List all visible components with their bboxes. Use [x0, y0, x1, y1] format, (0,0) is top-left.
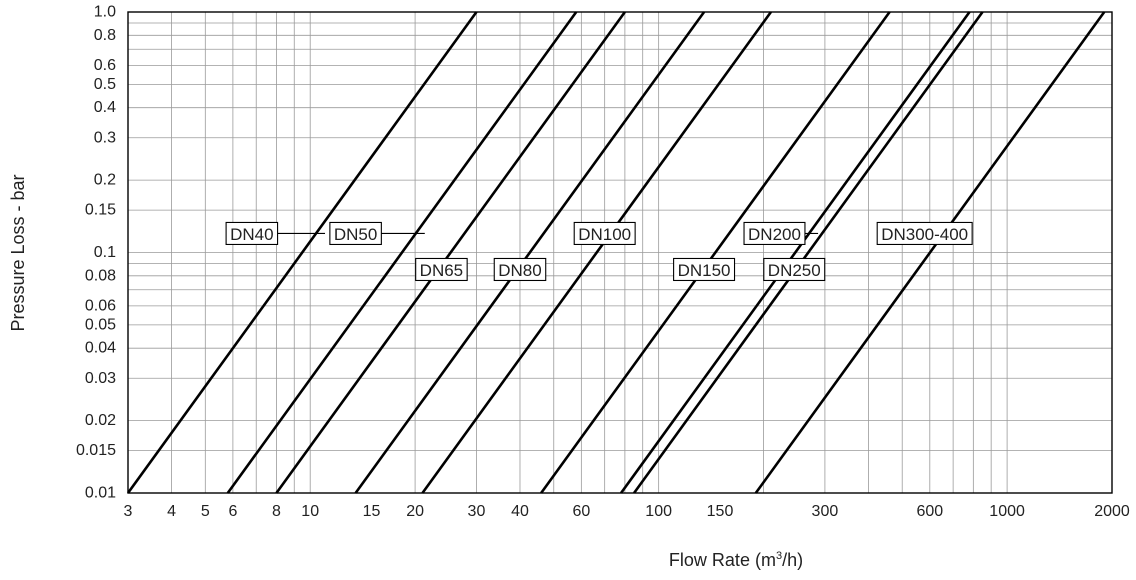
series-label-text: DN250: [768, 261, 821, 280]
x-tick-label: 5: [201, 503, 210, 520]
y-tick-label: 1.0: [94, 4, 116, 21]
y-tick-label: 0.06: [85, 297, 116, 314]
y-axis-label: Pressure Loss - bar: [8, 174, 28, 331]
y-tick-label: 0.15: [85, 202, 116, 219]
series-label-text: DN50: [334, 225, 377, 244]
series-line-dn50: [226, 11, 578, 494]
series-line-dn65: [275, 11, 626, 494]
x-tick-label: 40: [511, 503, 529, 520]
y-tick-label: 0.8: [94, 27, 116, 44]
series-label-dn80: DN80: [493, 257, 547, 282]
series-line-dn40: [126, 11, 478, 494]
series-lines: [126, 11, 1106, 494]
series-label-box: [415, 257, 468, 282]
y-tick-label: 0.015: [76, 442, 116, 459]
x-tick-label: 30: [468, 503, 486, 520]
x-axis-label-main: Flow Rate (m: [669, 550, 776, 570]
series-label-box: [876, 221, 973, 246]
series-line-dn80: [354, 11, 706, 494]
x-axis-label-superscript: 3: [776, 550, 782, 562]
y-tick-label: 0.2: [94, 172, 116, 189]
series-line-dn150: [540, 11, 891, 494]
series-label-box: [573, 221, 636, 246]
series-label-text: DN80: [498, 261, 541, 280]
series-label-dn150: DN150: [673, 257, 736, 282]
series-label-box: [225, 221, 279, 246]
x-axis-label: Flow Rate (m3/h): [669, 550, 803, 570]
series-label-dn40: DN40: [225, 221, 326, 246]
x-tick-label: 100: [645, 503, 672, 520]
x-tick-label: 60: [572, 503, 590, 520]
y-tick-label: 0.3: [94, 129, 116, 146]
y-tick-label: 0.5: [94, 76, 116, 93]
y-tick-label: 0.08: [85, 267, 116, 284]
series-label-text: DN100: [578, 225, 631, 244]
series-label-box: [743, 221, 806, 246]
series-label-text: DN65: [420, 261, 463, 280]
x-tick-label: 1000: [989, 503, 1025, 520]
series-label-dn200: DN200: [743, 221, 819, 246]
series-label-dn65: DN65: [415, 257, 468, 282]
x-tick-label: 150: [707, 503, 734, 520]
y-tick-label: 0.02: [85, 412, 116, 429]
y-tick-label: 0.6: [94, 57, 116, 74]
series-label-dn250: DN250: [763, 257, 826, 282]
x-tick-labels: 3 4 5 6 8 10 15 20 30 40 60 100 150 300 600 1000 2000: [124, 503, 1130, 520]
x-tick-label: 600: [916, 503, 943, 520]
series-label-dn50: DN50: [329, 221, 425, 246]
x-tick-label: 3: [124, 503, 133, 520]
series-label-text: DN40: [230, 225, 273, 244]
x-tick-label: 15: [363, 503, 381, 520]
series-label-text: DN300-400: [881, 225, 968, 244]
plot-frame: [127, 11, 1113, 494]
x-tick-label: 10: [301, 503, 319, 520]
x-tick-label: 20: [406, 503, 424, 520]
x-tick-label: 6: [228, 503, 237, 520]
y-tick-label: 0.05: [85, 316, 116, 333]
y-tick-label: 0.01: [85, 485, 116, 502]
x-axis-label-unit: /h): [782, 550, 803, 570]
series-label-box: [763, 257, 826, 282]
series-line-dn300-400: [754, 11, 1106, 494]
series-label-box: [493, 257, 547, 282]
y-tick-label: 0.04: [85, 340, 116, 357]
y-tick-label: 0.1: [94, 244, 116, 261]
y-tick-label: 0.03: [85, 370, 116, 387]
y-tick-labels: 0.01 0.015 0.02 0.03 0.04 0.05 0.06 0.08 0.1 0.15…: [76, 4, 116, 502]
x-tick-label: 8: [272, 503, 281, 520]
y-tick-label: 0.4: [94, 99, 116, 116]
series-label-box: [673, 257, 736, 282]
series-label-box: [329, 221, 382, 246]
series-label-dn100: DN100: [573, 221, 636, 246]
series-label-text: DN150: [678, 261, 731, 280]
grid: [128, 12, 1112, 493]
x-tick-label: 300: [812, 503, 839, 520]
series-line-dn250: [633, 11, 984, 494]
series-label-dn300-400: DN300-400: [876, 221, 973, 246]
series-line-dn200: [619, 11, 971, 494]
x-tick-label: 2000: [1094, 503, 1130, 520]
x-tick-label: 4: [167, 503, 176, 520]
series-label-text: DN200: [748, 225, 801, 244]
series-line-dn100: [421, 11, 772, 494]
series-labels: DN40 DN50 DN65 DN80 DN100 DN150 DN200 DN250 DN30…: [225, 221, 973, 282]
